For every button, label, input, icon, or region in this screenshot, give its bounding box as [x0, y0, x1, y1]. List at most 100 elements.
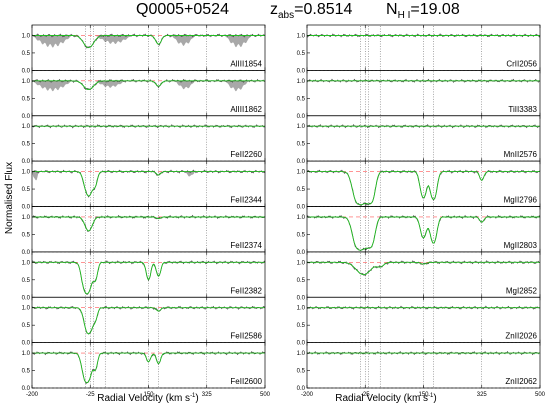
ion-label: TiII3383: [508, 105, 537, 114]
y-tick-label: 1.0: [22, 351, 31, 357]
y-tick-label: 0.0: [297, 386, 306, 392]
shaded-region: [32, 80, 72, 92]
y-tick-label: 0.5: [22, 369, 31, 375]
ion-label: CrII2056: [506, 59, 537, 68]
model-fit: [32, 171, 265, 197]
y-tick-label: 0.5: [297, 232, 306, 238]
y-tick-label: 0.5: [22, 278, 31, 284]
shaded-region: [95, 35, 132, 44]
y-tick-label: 1.0: [297, 215, 306, 221]
x-axis-label-right: Radial Velocity (km s-1): [335, 393, 437, 404]
x-axis-label-left: Radial Velocity (km s-1): [97, 393, 199, 404]
y-axis-label: Normalised Flux: [4, 162, 15, 234]
y-tick-label: 0.0: [22, 250, 31, 256]
shaded-region: [225, 80, 249, 92]
y-tick-label: 0.5: [22, 96, 31, 102]
spectrum-data: [31, 305, 266, 335]
model-fit: [307, 216, 540, 251]
panel-feii2374: 0.0 0.5 1.0 FeII2374: [22, 206, 266, 256]
y-tick-label: 0.5: [22, 51, 31, 57]
redshift-subscript: abs: [278, 10, 294, 21]
y-tick-label: 1.0: [297, 124, 306, 130]
y-tick-label: 0.5: [297, 323, 306, 329]
spectrum-data: [306, 260, 540, 277]
y-tick-label: 1.0: [22, 306, 31, 312]
y-tick-label: 1.0: [22, 170, 31, 176]
shaded-region: [171, 35, 196, 46]
y-tick-label: 0.0: [297, 205, 306, 211]
model-fit: [32, 216, 265, 232]
x-tick-label: 500: [535, 392, 546, 398]
x-tick-label: -200: [26, 392, 39, 398]
y-tick-label: 0.0: [22, 159, 31, 165]
model-fit: [307, 171, 540, 206]
ion-label: FeII2374: [230, 241, 262, 250]
panel-tiii3383: 0.0 0.5 1.0 TiII3383: [297, 70, 541, 120]
y-tick-label: 1.0: [297, 33, 306, 39]
y-tick-label: 1.0: [297, 170, 306, 176]
y-tick-label: 0.5: [297, 51, 306, 57]
y-tick-label: 1.0: [22, 33, 31, 39]
spectra-panels: 0.00.51.0AlIII18540.00.51.0AlIII18620.00…: [22, 24, 546, 398]
x-axis-label-right-close: ): [433, 393, 436, 404]
panel-aliii1862: 0.0 0.5 1.0 AlIII1862: [22, 70, 266, 120]
shaded-region: [32, 171, 39, 181]
x-tick-label: 325: [477, 392, 488, 398]
panel-feii2382: 0.0 0.5 1.0 FeII2382: [22, 251, 266, 301]
column-subscript: H I: [398, 10, 411, 21]
y-tick-label: 0.0: [22, 386, 31, 392]
x-axis-label-left-text: Radial Velocity (km s: [97, 393, 190, 404]
y-tick-label: 0.5: [297, 142, 306, 148]
model-fit: [307, 261, 540, 276]
y-tick-label: 1.0: [297, 306, 306, 312]
ion-label: AlIII1862: [230, 105, 262, 114]
y-tick-label: 0.5: [22, 232, 31, 238]
panel-mgii2796: 0.0 0.5 1.0 MgII2796: [297, 160, 541, 211]
y-tick-label: 0.0: [297, 114, 306, 120]
ion-label: FeII2600: [230, 377, 262, 386]
panel-aliii1854: 0.0 0.5 1.0 AlIII1854: [22, 24, 266, 74]
x-tick-label: -25: [86, 392, 95, 398]
ion-label: ZnII2026: [505, 332, 537, 341]
shaded-region: [32, 35, 72, 48]
column-symbol: N: [386, 1, 398, 18]
ion-label: FeII2344: [230, 196, 262, 205]
y-tick-label: 0.0: [297, 250, 306, 256]
ion-label: MnII2576: [504, 150, 538, 159]
ion-label: MgII2803: [504, 241, 538, 250]
redshift-symbol: z: [270, 1, 278, 18]
y-tick-label: 1.0: [297, 79, 306, 85]
x-axis-label-right-exp: -1: [428, 393, 434, 399]
shaded-region: [225, 35, 252, 48]
x-axis-label-left-close: ): [195, 393, 198, 404]
ion-label: FeII2260: [230, 150, 262, 159]
x-tick-label: 150: [143, 392, 154, 398]
ion-label: ZnII2062: [505, 377, 537, 386]
spectrum-data: [306, 124, 541, 129]
y-tick-label: 0.5: [22, 187, 31, 193]
y-tick-label: 1.0: [22, 79, 31, 85]
y-tick-label: 0.5: [297, 187, 306, 193]
y-tick-label: 1.0: [22, 260, 31, 266]
x-tick-label: 500: [260, 392, 271, 398]
ion-label: FeII2586: [230, 332, 262, 341]
y-tick-label: 1.0: [297, 260, 306, 266]
column-value: =19.08: [410, 1, 459, 18]
y-tick-label: 0.0: [22, 68, 31, 74]
redshift-value: =0.8514: [294, 1, 352, 18]
panel-mgi2852: 0.0 0.5 1.0 MgI2852: [297, 251, 541, 301]
title-redshift: zabs=0.8514: [270, 1, 353, 21]
spectrum-data: [31, 214, 266, 232]
model-fit: [32, 261, 265, 295]
ion-label: MgII2796: [504, 196, 538, 205]
ion-label: AlIII1854: [230, 59, 262, 68]
y-tick-label: 0.5: [297, 278, 306, 284]
ion-label: FeII2382: [230, 286, 262, 295]
panel-feii2344: 0.0 0.5 1.0 FeII2344: [22, 160, 266, 211]
y-tick-label: 0.0: [22, 205, 31, 211]
y-tick-label: 0.0: [297, 68, 306, 74]
shaded-region: [185, 171, 196, 177]
x-tick-label: 150: [418, 392, 429, 398]
x-axis-label-left-exp: -1: [190, 393, 196, 399]
